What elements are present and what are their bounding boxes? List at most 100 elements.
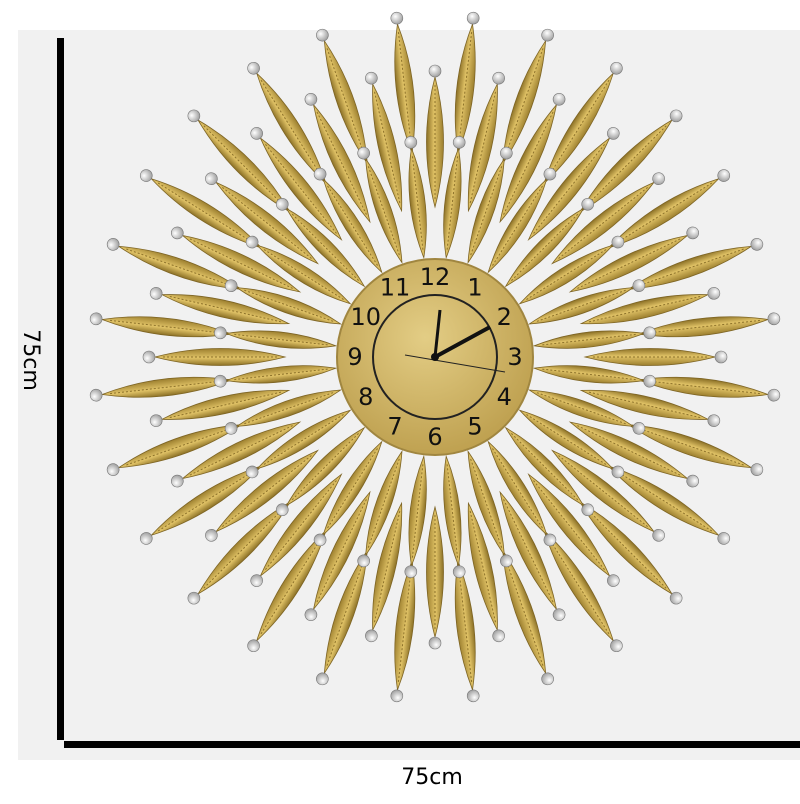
crystal: [214, 374, 227, 388]
numeral: 2: [497, 303, 512, 331]
leaf-group: [637, 376, 781, 402]
crystal: [607, 127, 620, 140]
leaf-group: [532, 365, 656, 388]
leaf-group: [527, 127, 620, 241]
leaf-vein: [397, 568, 412, 682]
crystal: [669, 591, 683, 605]
crystal: [767, 312, 781, 326]
crystal: [275, 503, 289, 517]
width-label: 75cm: [401, 765, 463, 790]
leaf-group: [568, 421, 699, 488]
leaf-vein: [615, 469, 713, 532]
leaf-group: [89, 312, 233, 338]
crystal: [365, 71, 378, 85]
crystal: [750, 238, 764, 251]
leaf-group: [543, 529, 623, 653]
crystal: [316, 28, 329, 42]
crystal: [750, 463, 764, 476]
leaf-group: [357, 146, 403, 265]
crystal: [245, 465, 259, 479]
width-line: [64, 741, 800, 748]
leaf-vein: [588, 391, 701, 419]
leaf-group: [578, 109, 683, 214]
leaf-group: [551, 449, 665, 542]
leaf-vein: [635, 248, 744, 288]
leaf-group: [171, 421, 302, 488]
leaf-vein: [326, 48, 366, 157]
crystal: [390, 689, 404, 703]
leaf-group: [250, 127, 343, 241]
leaf-vein: [469, 510, 497, 623]
leaf-group: [316, 28, 368, 165]
leaf-vein: [373, 510, 401, 623]
leaf-vein: [316, 499, 367, 603]
leaf-vein: [222, 187, 312, 259]
dial-ring: [372, 294, 498, 420]
crystal: [171, 226, 184, 240]
leaf-group: [205, 172, 319, 265]
leaf-group: [504, 197, 595, 288]
leaf-group: [357, 449, 403, 568]
crystal: [245, 235, 259, 249]
leaf-group: [224, 279, 343, 325]
leaf-group: [139, 465, 263, 545]
crystal: [610, 639, 623, 653]
leaf-group: [532, 326, 656, 349]
crystal: [607, 574, 620, 587]
leaf-group: [404, 136, 427, 260]
crystal: [466, 689, 480, 703]
crystal: [404, 136, 418, 149]
leaf-vein: [265, 144, 337, 234]
leaf-vein: [547, 79, 610, 177]
leaf-group: [627, 238, 764, 290]
leaf-vein: [260, 537, 323, 635]
crystal: [466, 11, 480, 25]
leaf-vein: [615, 182, 713, 245]
leaf-vein: [503, 111, 554, 215]
leaf-vein: [458, 568, 473, 682]
leaf-vein: [169, 391, 282, 419]
crystal: [541, 28, 554, 42]
leaf-vein: [504, 557, 544, 666]
leaf-vein: [373, 91, 401, 204]
leaf-group: [224, 389, 343, 435]
leaf-group: [443, 136, 466, 260]
crystal: [106, 463, 120, 476]
leaf-group: [579, 389, 721, 427]
leaf-vein: [265, 480, 337, 570]
leaf-group: [502, 549, 554, 686]
leaf-group: [316, 549, 368, 686]
crystal: [552, 93, 566, 106]
crystal: [89, 312, 103, 326]
leaf-group: [502, 28, 554, 165]
leaf-group: [527, 279, 646, 325]
leaf-group: [467, 501, 505, 643]
crystal: [187, 591, 201, 605]
crystal: [643, 326, 656, 340]
crystal: [543, 533, 557, 547]
crystal: [632, 422, 646, 435]
leaf-vein: [203, 125, 285, 207]
leaf-vein: [126, 248, 235, 288]
leaf-vein: [222, 455, 312, 527]
leaf-group: [365, 501, 403, 643]
crystal: [452, 136, 466, 149]
crystal: [686, 474, 699, 488]
leaf-vein: [585, 125, 667, 207]
leaf-vein: [469, 91, 497, 204]
numeral: 12: [420, 263, 451, 291]
minute-hand: [433, 309, 442, 358]
leaf-group: [250, 473, 343, 587]
leaf-vein: [397, 32, 412, 146]
leaf-vein: [646, 319, 760, 334]
leaf-group: [404, 454, 427, 578]
leaf-vein: [585, 507, 667, 589]
crystal: [500, 554, 513, 568]
leaf-group: [583, 348, 728, 366]
numeral: 8: [358, 383, 373, 411]
leaf-group: [106, 238, 243, 290]
numeral: 4: [497, 383, 512, 411]
crystal: [304, 93, 318, 106]
crystal: [581, 503, 595, 517]
